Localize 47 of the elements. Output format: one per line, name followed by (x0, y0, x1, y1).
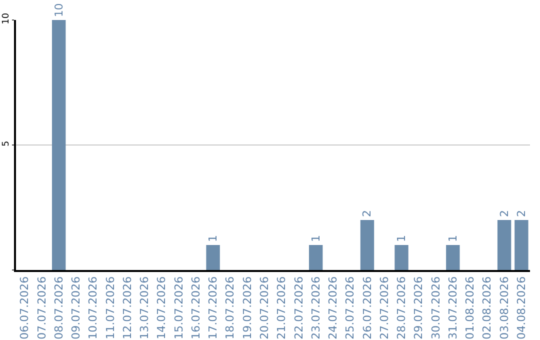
x-tick-label: 18.07.2026 (224, 276, 237, 340)
bar (514, 220, 528, 270)
x-tick-label: 11.07.2026 (104, 276, 117, 340)
bar (446, 245, 460, 270)
x-tick-label: 28.07.2026 (395, 276, 408, 340)
x-tick-label: 19.07.2026 (240, 276, 254, 340)
x-tick-label: 20.07.2026 (258, 276, 272, 340)
data-label: 1 (446, 235, 460, 242)
data-label: 2 (514, 210, 528, 217)
x-tick-label: 23.07.2026 (309, 276, 322, 340)
x-tick-label: 31.07.2026 (446, 276, 460, 340)
bar (360, 220, 374, 270)
x-tick-label: 24.07.2026 (326, 276, 340, 340)
x-tick-label: 13.07.2026 (138, 276, 152, 340)
data-label: 1 (395, 235, 408, 242)
x-tick-label: 06.07.2026 (18, 276, 32, 340)
x-tick-label: 30.07.2026 (429, 276, 442, 340)
bar (206, 245, 220, 270)
data-label: 1 (309, 235, 322, 242)
x-tick-label: 09.07.2026 (70, 276, 83, 340)
x-tick-label: 22.07.2026 (292, 276, 306, 340)
data-label: 2 (498, 210, 511, 217)
bar (308, 245, 323, 270)
x-tick-label: 29.07.2026 (412, 276, 426, 340)
data-label: 1 (206, 235, 220, 242)
x-tick-label: 04.08.2026 (515, 276, 528, 340)
x-tick-label: 01.08.2026 (464, 276, 477, 340)
x-tick-label: 15.07.2026 (172, 276, 186, 340)
x-tick-label: 07.07.2026 (35, 276, 48, 340)
x-tick-label: 12.07.2026 (120, 276, 134, 340)
x-tick-label: 21.07.2026 (275, 276, 288, 340)
data-label: 2 (360, 210, 374, 217)
x-tick-label: 10.07.2026 (86, 276, 100, 340)
bar (52, 20, 66, 270)
data-label: 10 (52, 3, 66, 17)
x-tick-label: 08.07.2026 (52, 276, 66, 340)
x-tick-label: 02.08.2026 (480, 276, 494, 340)
bar (497, 220, 512, 270)
x-tick-label: 14.07.2026 (155, 276, 168, 340)
bar (394, 245, 408, 270)
x-tick-label: 27.07.2026 (378, 276, 391, 340)
x-tick-label: 03.08.2026 (498, 276, 511, 340)
x-tick-label: 16.07.2026 (189, 276, 202, 340)
x-tick-label: 26.07.2026 (360, 276, 374, 340)
x-tick-label: 25.07.2026 (344, 276, 357, 340)
x-tick-label: 17.07.2026 (206, 276, 220, 340)
y-tick-label: 5 (1, 140, 12, 147)
